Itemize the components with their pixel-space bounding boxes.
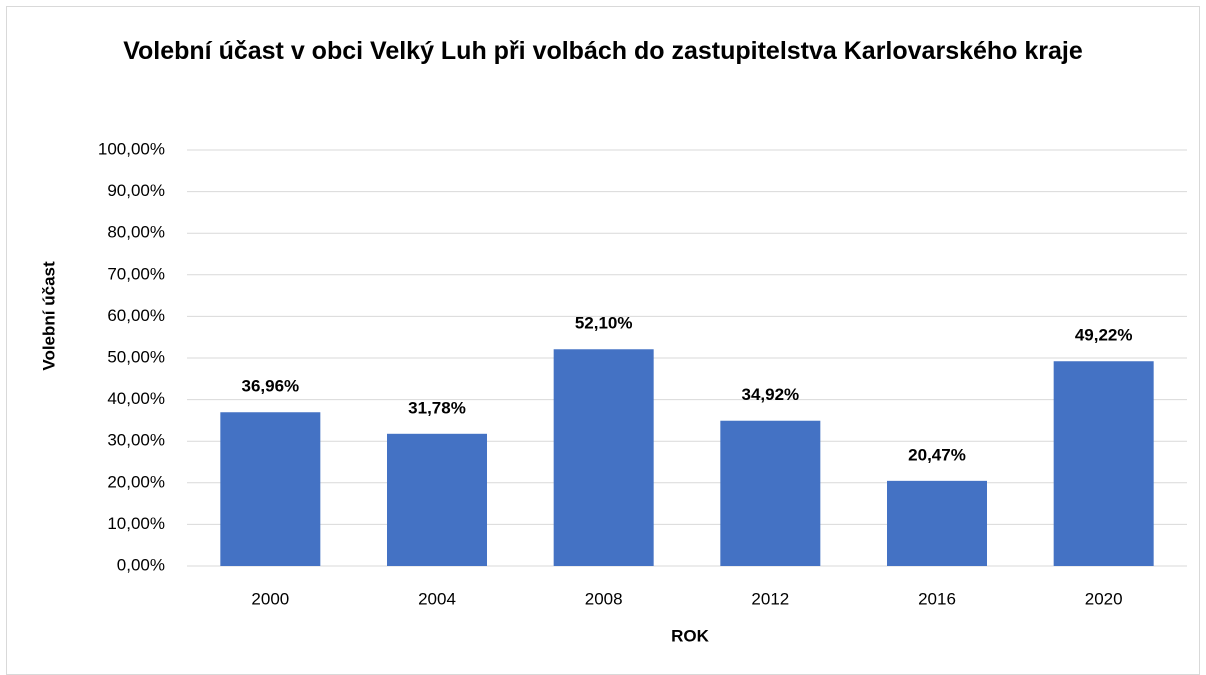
bar	[220, 412, 321, 566]
x-axis-label: ROK	[671, 626, 710, 645]
bar	[887, 480, 987, 566]
chart-title: Volební účast v obci Velký Luh při volbá…	[123, 37, 1083, 65]
y-tick-label: 40,00%	[107, 389, 165, 408]
x-tick-label: 2008	[585, 589, 623, 608]
chart-border	[6, 6, 1200, 675]
data-label: 20,47%	[908, 445, 966, 464]
y-tick-label: 10,00%	[107, 514, 165, 533]
y-tick-label: 70,00%	[107, 264, 165, 283]
y-tick-label: 90,00%	[107, 181, 165, 200]
y-tick-label: 80,00%	[107, 223, 165, 242]
data-label: 34,92%	[741, 385, 799, 404]
y-tick-label: 60,00%	[107, 306, 165, 325]
y-axis-label: Volební účast	[39, 261, 58, 371]
data-label: 36,96%	[241, 377, 299, 396]
x-tick-label: 2004	[418, 589, 456, 608]
y-tick-label: 0,00%	[117, 555, 165, 574]
x-tick-label: 2012	[751, 589, 789, 608]
x-tick-label: 2020	[1085, 589, 1123, 608]
y-tick-label: 30,00%	[107, 431, 165, 450]
x-tick-label: 2016	[918, 589, 956, 608]
y-tick-label: 20,00%	[107, 472, 165, 491]
y-tick-label: 50,00%	[107, 347, 165, 366]
bar	[553, 349, 654, 566]
bar	[387, 433, 487, 566]
data-label: 31,78%	[408, 398, 466, 417]
y-tick-label: 100,00%	[98, 139, 165, 158]
bar	[720, 420, 821, 566]
data-label: 49,22%	[1075, 326, 1133, 345]
x-tick-label: 2000	[251, 589, 289, 608]
data-label: 52,10%	[575, 314, 633, 333]
bar	[1053, 361, 1154, 566]
